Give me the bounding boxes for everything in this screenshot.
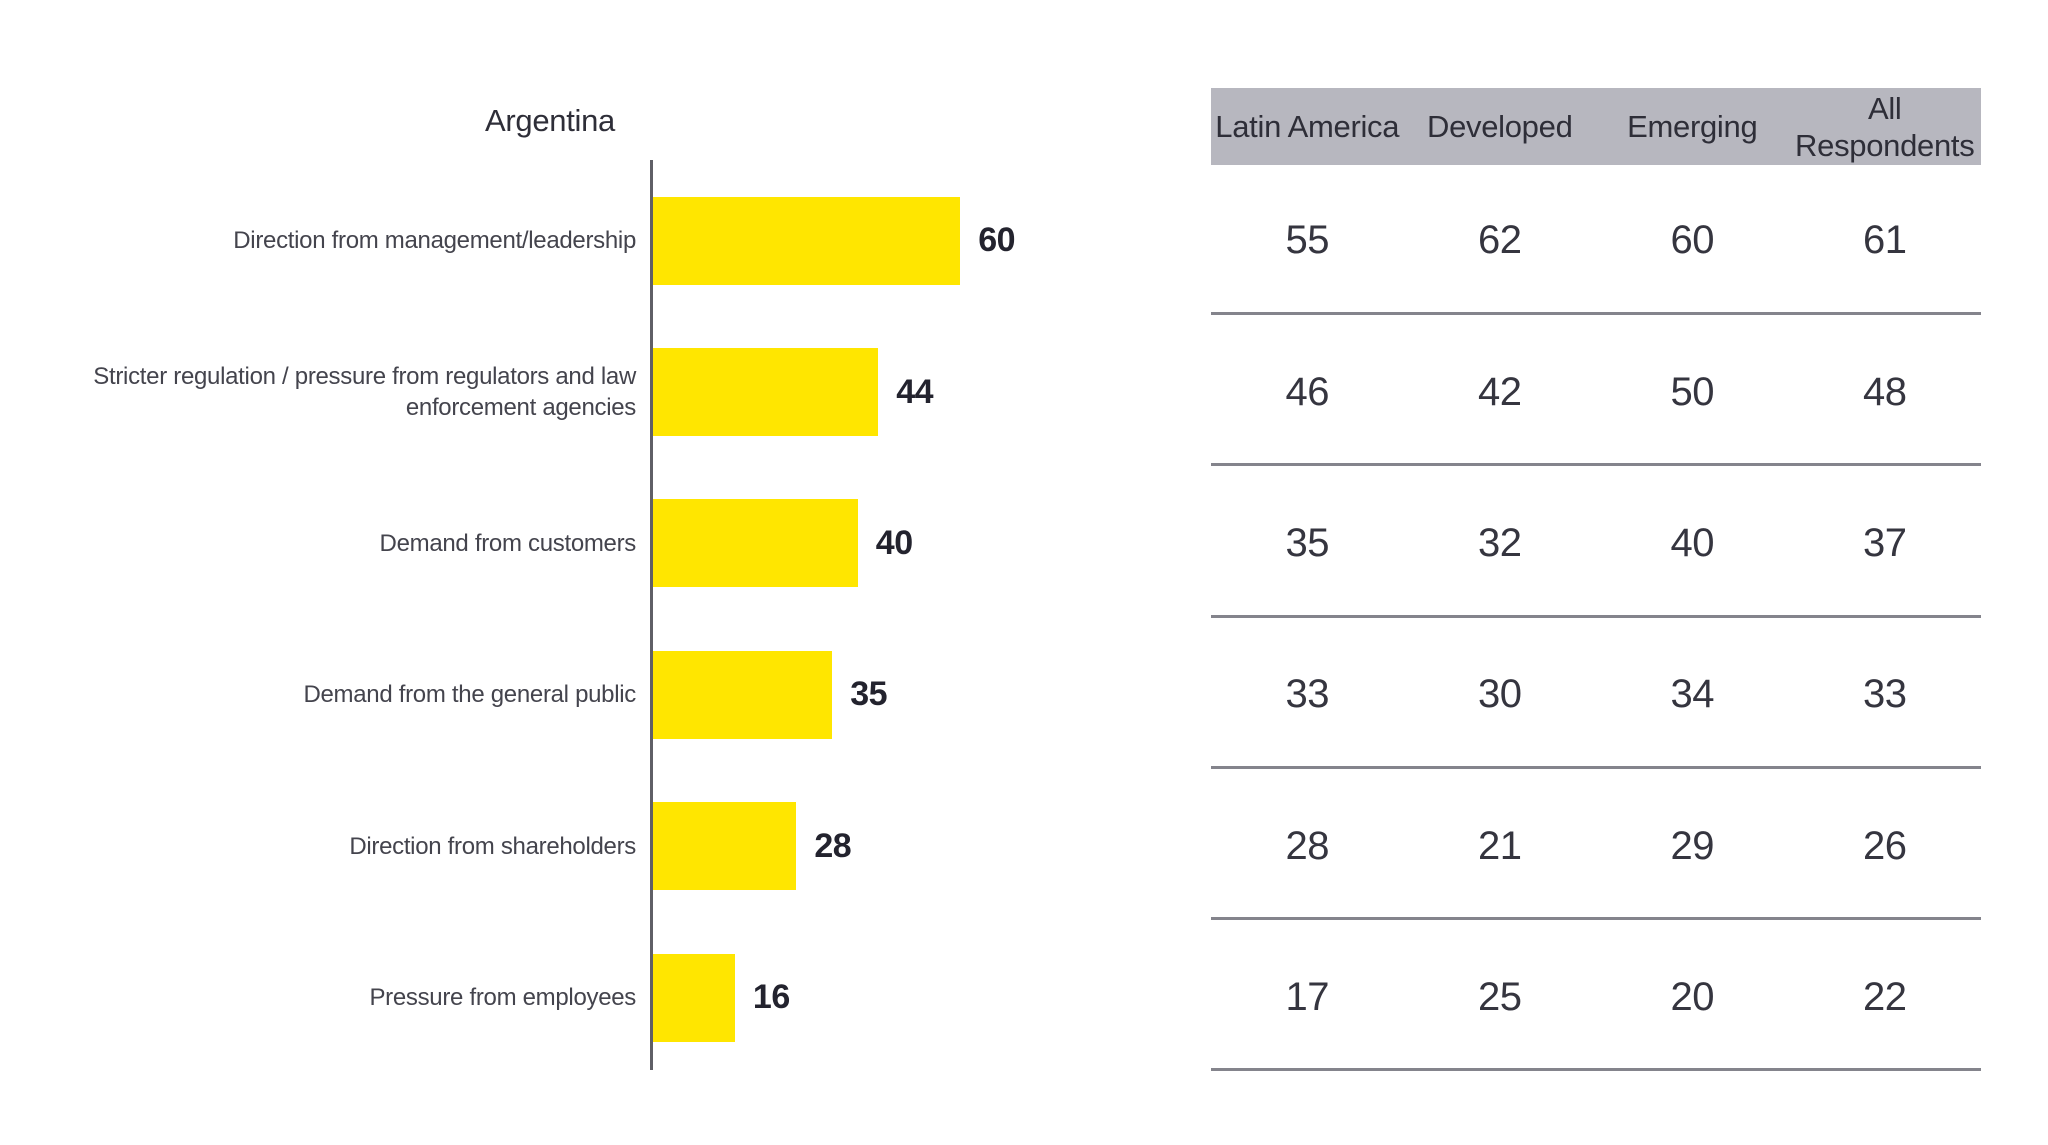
table-cell: 34 bbox=[1670, 672, 1715, 717]
column-header-emerging: Emerging bbox=[1627, 109, 1758, 144]
category-label: Demand from the general public bbox=[303, 681, 636, 709]
bar bbox=[653, 348, 879, 437]
bar-track: 44 bbox=[653, 348, 934, 437]
bar-track: 40 bbox=[653, 499, 913, 588]
table-cell: 17 bbox=[1285, 975, 1330, 1020]
chart-row: Demand from customers 40 bbox=[0, 468, 1120, 619]
table-row: 33 30 34 33 bbox=[1211, 619, 1981, 770]
bar-track: 35 bbox=[653, 650, 888, 739]
category-label: Demand from customers bbox=[379, 529, 637, 557]
y-axis-line bbox=[650, 160, 653, 1070]
table-cell: 40 bbox=[1670, 520, 1715, 565]
row-divider bbox=[1211, 917, 1981, 920]
chart-row: Pressure from employees 16 bbox=[0, 922, 1120, 1073]
table-row: 28 21 29 26 bbox=[1211, 771, 1981, 922]
table-cell: 32 bbox=[1478, 520, 1522, 565]
row-divider bbox=[1211, 463, 1981, 466]
table-row: 55 62 60 61 bbox=[1211, 165, 1981, 316]
bar-value-label: 28 bbox=[814, 826, 852, 865]
row-divider bbox=[1211, 1068, 1981, 1071]
table-cell: 21 bbox=[1478, 823, 1522, 868]
category-label: Pressure from employees bbox=[369, 984, 636, 1012]
category-label: Stricter regulation / pressure from regu… bbox=[93, 362, 636, 422]
row-divider bbox=[1211, 615, 1981, 618]
category-label: Direction from management/leadership bbox=[233, 227, 636, 255]
table-cell: 55 bbox=[1285, 218, 1330, 263]
chart-row: Direction from management/leadership 60 bbox=[0, 165, 1120, 316]
bar bbox=[653, 802, 797, 891]
table-cell: 61 bbox=[1863, 218, 1907, 263]
bar bbox=[653, 499, 858, 588]
bar bbox=[653, 196, 961, 285]
bar-chart: Direction from management/leadership 60 … bbox=[0, 165, 1120, 1073]
table-row: 46 42 50 48 bbox=[1211, 316, 1981, 467]
table-cell: 25 bbox=[1478, 975, 1522, 1020]
bar-track: 28 bbox=[653, 802, 852, 891]
bar-value-label: 35 bbox=[850, 675, 888, 714]
table-cell: 37 bbox=[1863, 520, 1907, 565]
row-divider bbox=[1211, 312, 1981, 315]
table-header: Latin America Developed Emerging All Res… bbox=[1211, 88, 1981, 165]
table-cell: 48 bbox=[1863, 369, 1907, 414]
table-cell: 60 bbox=[1670, 218, 1715, 263]
table-cell: 30 bbox=[1478, 672, 1522, 717]
row-divider bbox=[1211, 766, 1981, 769]
table-cell: 22 bbox=[1863, 975, 1907, 1020]
table-cell: 28 bbox=[1285, 823, 1330, 868]
column-header-all-respondents: All Respondents bbox=[1795, 90, 1975, 163]
column-header-latin-america: Latin America bbox=[1215, 109, 1400, 144]
table-cell: 62 bbox=[1478, 218, 1522, 263]
table-row: 35 32 40 37 bbox=[1211, 468, 1981, 619]
chart-row: Stricter regulation / pressure from regu… bbox=[0, 316, 1120, 467]
table-cell: 46 bbox=[1285, 369, 1330, 414]
chart-title: Argentina bbox=[484, 103, 615, 138]
comparison-table: 55 62 60 61 46 42 50 48 35 32 40 37 33 3… bbox=[1211, 165, 1981, 1073]
bar-value-label: 60 bbox=[978, 221, 1016, 260]
table-cell: 26 bbox=[1863, 823, 1907, 868]
bar bbox=[653, 650, 833, 739]
bar bbox=[653, 953, 735, 1042]
bar-track: 16 bbox=[653, 953, 790, 1042]
table-cell: 29 bbox=[1670, 823, 1715, 868]
bar-value-label: 40 bbox=[875, 523, 913, 562]
table-cell: 20 bbox=[1670, 975, 1715, 1020]
table-cell: 42 bbox=[1478, 369, 1522, 414]
chart-row: Demand from the general public 35 bbox=[0, 619, 1120, 770]
bar-value-label: 44 bbox=[896, 372, 934, 411]
table-cell: 50 bbox=[1670, 369, 1715, 414]
table-row: 17 25 20 22 bbox=[1211, 922, 1981, 1073]
category-label: Direction from shareholders bbox=[349, 832, 636, 860]
chart-row: Direction from shareholders 28 bbox=[0, 771, 1120, 922]
bar-track: 60 bbox=[653, 196, 1016, 285]
table-cell: 33 bbox=[1285, 672, 1330, 717]
table-cell: 33 bbox=[1863, 672, 1907, 717]
bar-value-label: 16 bbox=[752, 978, 790, 1017]
table-cell: 35 bbox=[1285, 520, 1330, 565]
column-header-developed: Developed bbox=[1426, 109, 1573, 144]
